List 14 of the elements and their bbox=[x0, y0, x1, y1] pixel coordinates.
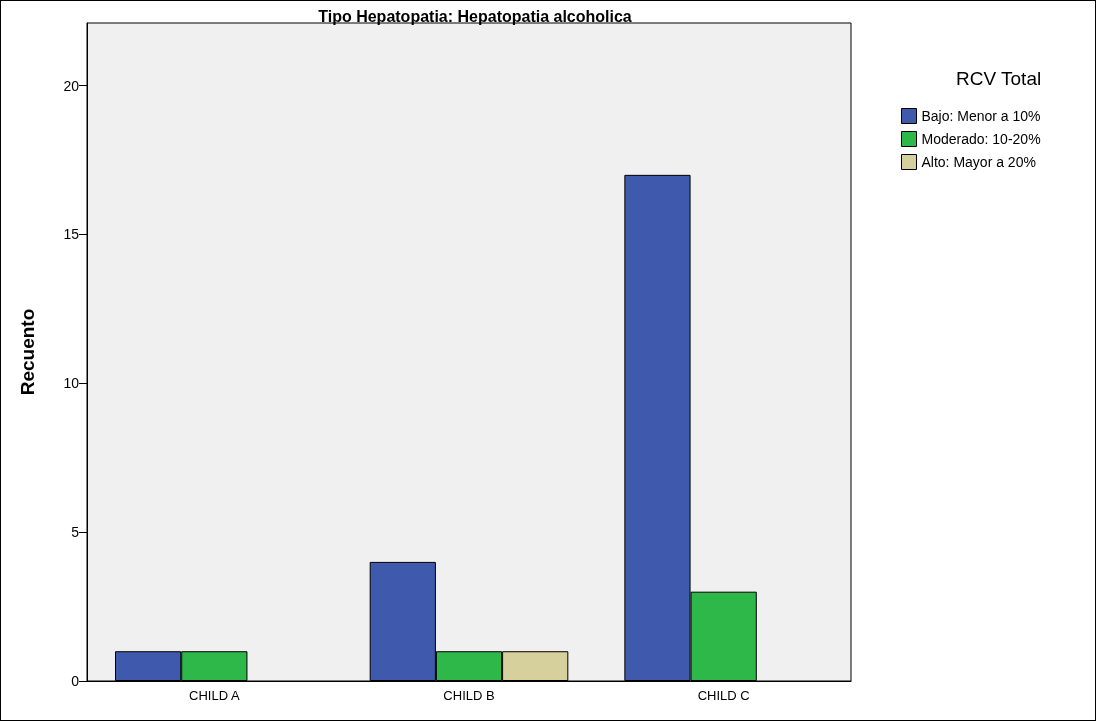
y-tick-label: 20 bbox=[63, 77, 80, 94]
x-tick-label: CHILD B bbox=[443, 688, 495, 703]
legend-title: RCV Total bbox=[956, 68, 1042, 89]
y-tick-label: 0 bbox=[71, 673, 80, 689]
legend-label: Alto: Mayor a 20% bbox=[921, 154, 1036, 170]
x-tick-label: CHILD C bbox=[697, 688, 750, 703]
y-tick-label: 10 bbox=[63, 375, 80, 392]
x-tick-label: CHILD A bbox=[189, 688, 240, 703]
y-tick-label: 5 bbox=[71, 524, 80, 541]
legend-label: Moderado: 10-20% bbox=[921, 131, 1041, 147]
chart-title: Tipo Hepatopatia: Hepatopatia alcoholica bbox=[318, 7, 632, 25]
legend-label: Bajo: Menor a 10% bbox=[921, 108, 1041, 124]
y-tick-label: 15 bbox=[63, 226, 80, 243]
y-axis-title: Recuento bbox=[17, 308, 38, 396]
